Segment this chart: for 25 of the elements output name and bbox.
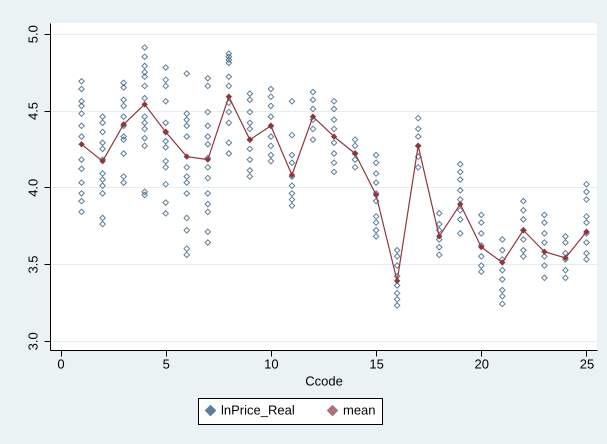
x-tick-label: 20: [474, 356, 490, 372]
x-tick-label: 5: [162, 356, 170, 372]
point: [226, 94, 232, 100]
legend-label: lnPrice_Real: [221, 402, 295, 418]
point: [184, 153, 190, 160]
point: [499, 259, 506, 266]
point: [142, 101, 148, 108]
y-tick-label: 5.0: [26, 25, 40, 44]
x-tick-label: 0: [57, 356, 65, 372]
point: [330, 133, 338, 140]
point: [457, 200, 464, 208]
y-tick-label: 3.5: [26, 255, 40, 274]
y-tick-label: 4.5: [26, 102, 40, 120]
x-tick-label: 25: [580, 356, 594, 372]
x-tick-label: 15: [369, 356, 384, 372]
y-tick-label: 3.0: [26, 332, 40, 350]
point: [310, 113, 316, 120]
point: [394, 278, 400, 284]
point: [541, 248, 548, 255]
y-tick-label: 4.0: [26, 178, 40, 197]
point: [78, 141, 85, 148]
point: [436, 233, 442, 240]
legend-label: mean: [343, 402, 376, 418]
x-tick-label: 10: [264, 356, 279, 372]
x-axis-title: Ccode: [305, 374, 343, 388]
